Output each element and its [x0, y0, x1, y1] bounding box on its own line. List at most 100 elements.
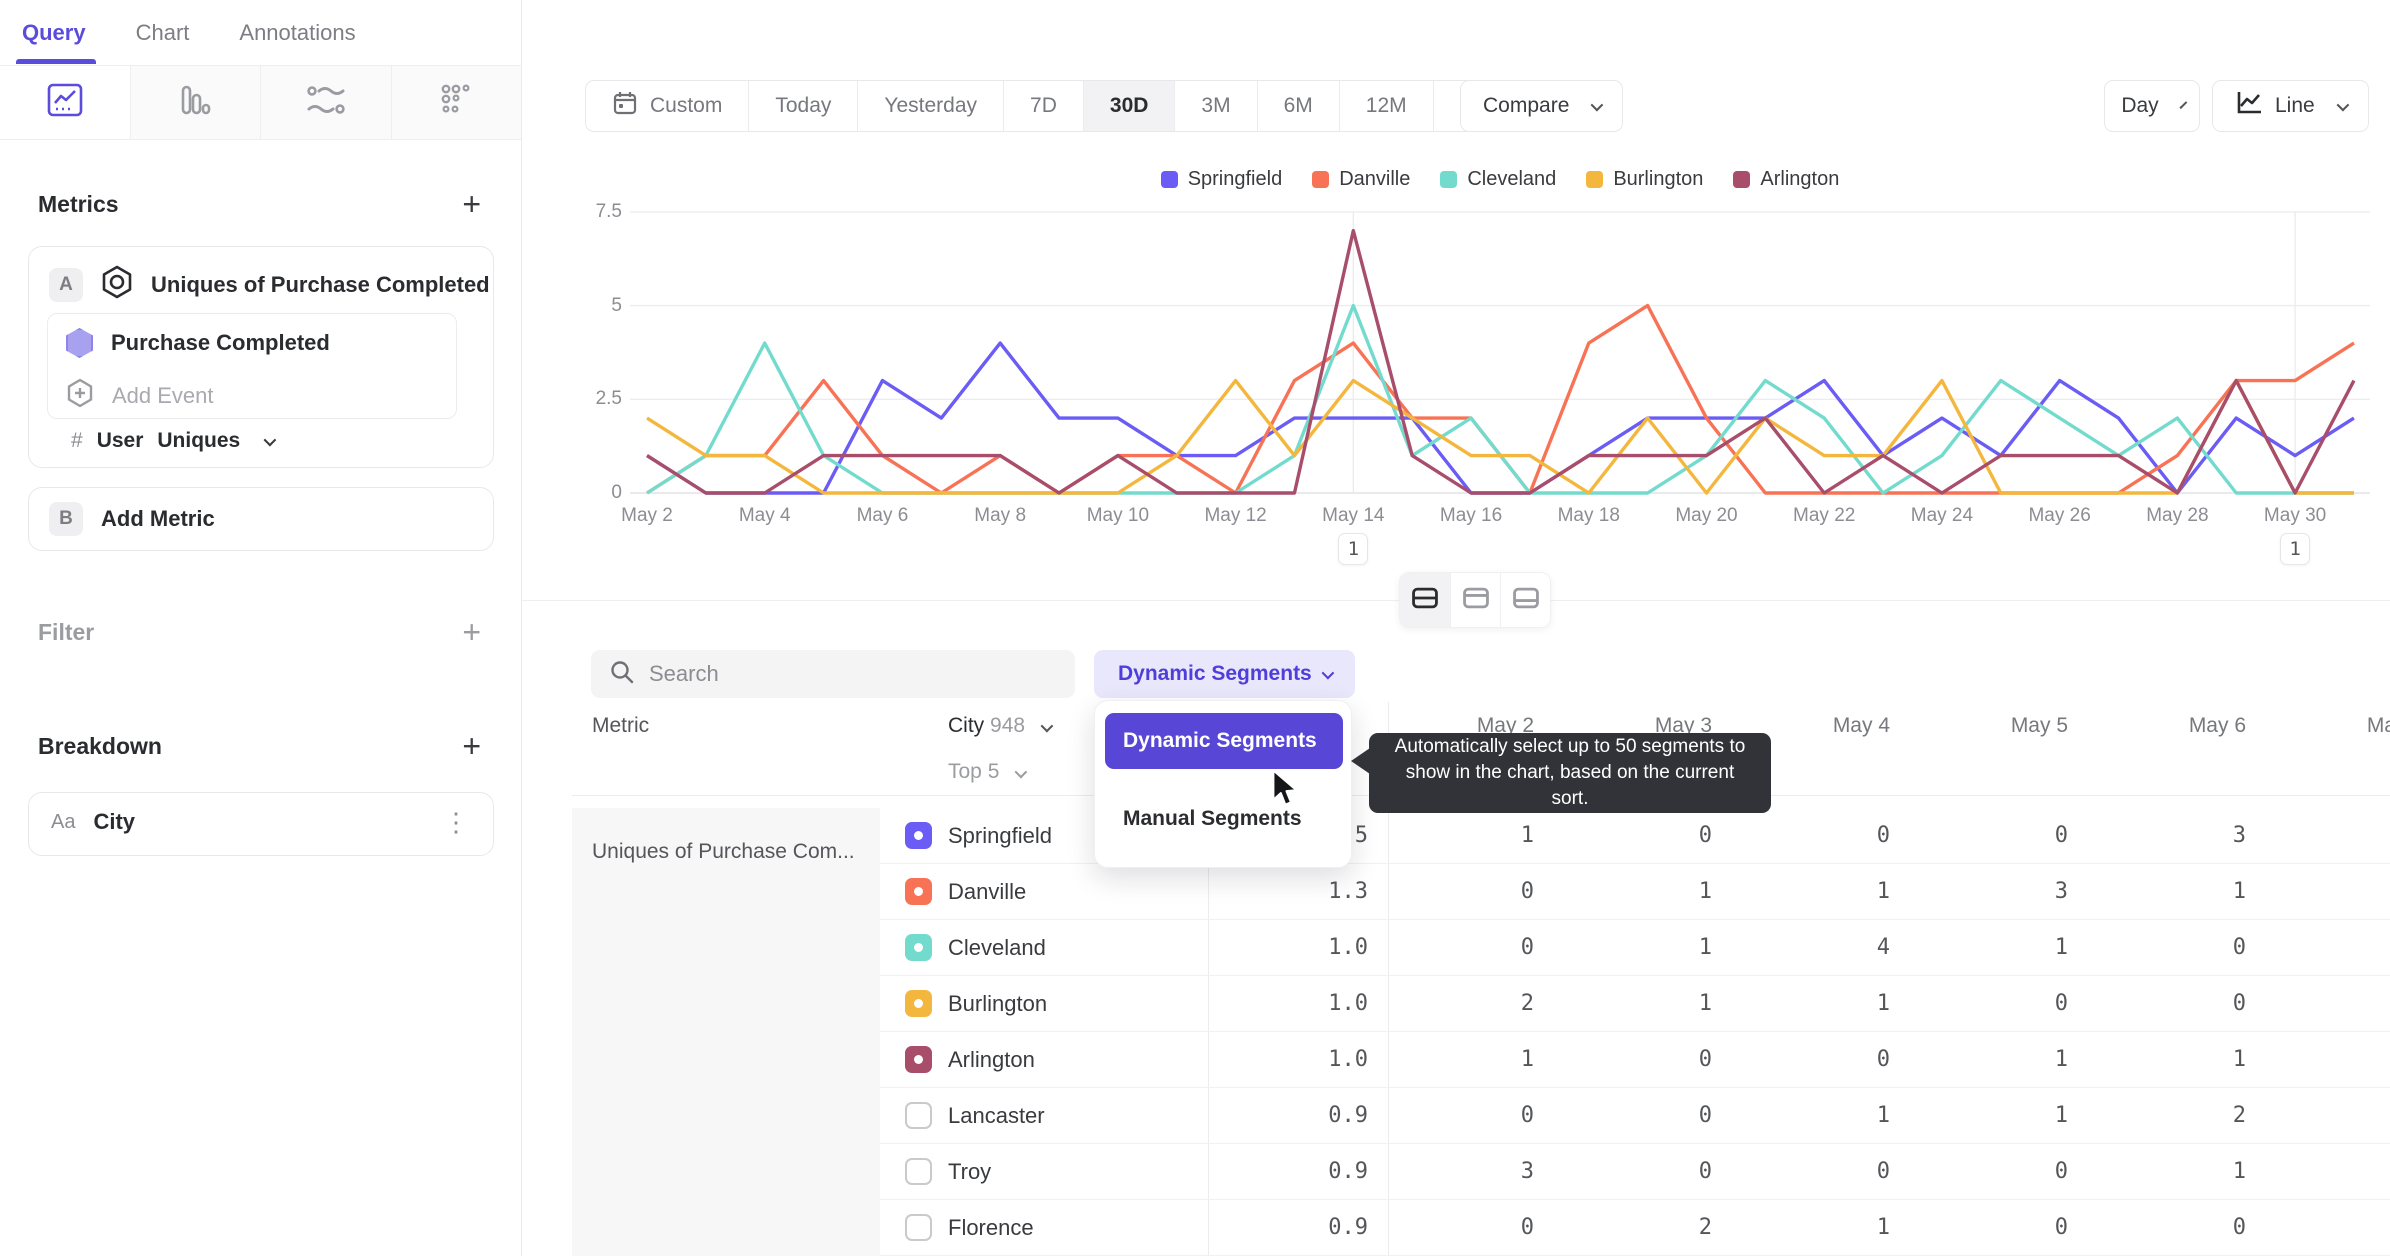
range-label: 7D [1030, 94, 1057, 117]
measure-prefix: # [71, 429, 83, 452]
y-tick-label: 2.5 [595, 388, 622, 410]
nav-tabs: Query Chart Annotations [0, 0, 521, 66]
add-event-button[interactable]: Add Event [112, 382, 214, 408]
segment-checkbox[interactable] [905, 1046, 932, 1073]
segments-mode-button[interactable]: Dynamic Segments [1094, 650, 1355, 698]
line-chart-icon [47, 83, 83, 122]
layout-split-icon [1411, 586, 1439, 615]
nav-tab-annotations[interactable]: Annotations [239, 19, 356, 45]
legend-label: Springfield [1187, 168, 1283, 190]
search-icon [609, 659, 635, 690]
range-label: Custom [650, 94, 723, 117]
legend-item-springfield[interactable]: Springfield [1160, 168, 1283, 191]
x-tick-label: May 26 [2028, 505, 2091, 526]
date-column-header: May 7 [2366, 714, 2390, 737]
interval-button[interactable]: Day [2104, 80, 2200, 132]
range-yesterday[interactable]: Yesterday [857, 81, 1003, 131]
range-7d[interactable]: 7D [1003, 81, 1083, 131]
add-metric-button[interactable]: Add Metric [101, 506, 215, 531]
line-chart-plot[interactable] [630, 205, 2370, 505]
nav-tab-chart[interactable]: Chart [135, 19, 190, 45]
segment-checkbox[interactable] [905, 822, 932, 849]
add-filter-plus-icon[interactable]: + [462, 614, 481, 650]
segment-value: 1 [1698, 879, 1712, 904]
segment-value: 3 [2054, 879, 2068, 904]
x-tick-label: May 8 [974, 505, 1027, 526]
dropdown-option-manual-segments[interactable]: Manual Segments [1123, 807, 1302, 830]
x-tick-label: May 30 [2263, 505, 2327, 526]
legend-item-danville[interactable]: Danville [1312, 168, 1410, 191]
chart-type-tab[interactable] [129, 66, 260, 139]
legend-swatch [1733, 171, 1751, 188]
layout-bottom-icon [1512, 586, 1540, 615]
layout-split-button[interactable] [1400, 573, 1450, 627]
legend-label: Arlington [1760, 168, 1840, 190]
segment-name: Burlington [948, 990, 1048, 1016]
city-column-header[interactable]: City 948 [948, 714, 1054, 738]
legend-item-cleveland[interactable]: Cleveland [1440, 168, 1556, 191]
segment-average: 1.0 [1328, 991, 1368, 1016]
range-12m[interactable]: 12M [1338, 81, 1433, 131]
nav-tab-query[interactable]: Query [16, 2, 96, 64]
layout-top-button[interactable] [1450, 573, 1500, 627]
top-n-selector[interactable]: Top 5 [948, 760, 1028, 784]
chart-type-tab[interactable] [390, 66, 521, 139]
segment-checkbox[interactable] [905, 990, 932, 1017]
kebab-menu-icon[interactable]: ⋮ [443, 807, 469, 837]
date-column-header: May 4 [1832, 714, 1890, 737]
chart-type-tab[interactable] [0, 66, 130, 139]
metric-a-title[interactable]: Uniques of Purchase Completed [151, 271, 490, 297]
segment-value: 0 [1876, 1047, 1890, 1072]
event-swatch-icon [66, 328, 93, 358]
range-today[interactable]: Today [748, 81, 857, 131]
compare-button[interactable]: Compare [1460, 80, 1624, 132]
annotation-badge[interactable]: 1 [2280, 533, 2311, 565]
segment-value: 1 [1876, 1215, 1890, 1240]
series-line-arlington[interactable] [646, 228, 2356, 495]
date-column-header: May 6 [2188, 714, 2246, 737]
segment-checkbox[interactable] [905, 934, 932, 961]
segment-checkbox[interactable] [905, 1158, 932, 1185]
chart-type-tab[interactable] [260, 66, 391, 139]
segment-value: 1 [1876, 991, 1890, 1016]
legend-label: Cleveland [1467, 168, 1557, 190]
segment-checkbox[interactable] [905, 1102, 932, 1129]
range-3m[interactable]: 3M [1174, 81, 1256, 131]
active-tab-underline [16, 58, 96, 64]
range-6m[interactable]: 6M [1256, 81, 1339, 131]
add-metric-plus-icon[interactable]: + [462, 186, 481, 222]
table-row: Danville 1.3 0 1 1 3 1 [880, 864, 2390, 920]
flow-chart-icon [307, 84, 345, 121]
search-input[interactable] [649, 661, 1029, 687]
metric-row-label-cell: Uniques of Purchase Com... [572, 808, 880, 1256]
breakdown-section-title: Breakdown [38, 732, 162, 759]
dropdown-option-dynamic-segments[interactable]: Dynamic Segments [1105, 713, 1343, 769]
chart-style-button[interactable]: Line [2212, 80, 2369, 132]
filter-section-title: Filter [38, 618, 95, 645]
event-name[interactable]: Purchase Completed [111, 330, 330, 355]
add-event-hexplus-icon [66, 378, 94, 413]
segment-name: Arlington [948, 1046, 1035, 1072]
legend-item-burlington[interactable]: Burlington [1586, 168, 1703, 191]
range-30d[interactable]: 30D [1082, 81, 1175, 131]
add-breakdown-plus-icon[interactable]: + [462, 728, 481, 764]
x-tick-label: May 10 [1086, 505, 1150, 526]
measure-selector[interactable]: # User Uniques [71, 429, 277, 453]
annotation-badge[interactable]: 1 [1338, 533, 1369, 565]
segment-value: 4 [1876, 935, 1890, 960]
table-row: Burlington 1.0 2 1 1 0 0 [880, 976, 2390, 1032]
breakdown-city-card[interactable]: Aa City ⋮ [28, 792, 494, 856]
table-row: Florence 0.9 0 2 1 0 0 [880, 1200, 2390, 1256]
series-line-burlington[interactable] [646, 378, 2354, 495]
segment-checkbox[interactable] [905, 1214, 932, 1241]
legend-label: Burlington [1613, 168, 1704, 190]
layout-bottom-button[interactable] [1500, 573, 1550, 627]
legend-item-arlington[interactable]: Arlington [1733, 168, 1839, 191]
city-header-label: City [948, 714, 985, 737]
segment-checkbox[interactable] [905, 878, 932, 905]
segments-dropdown-menu: Dynamic Segments Manual Segments [1094, 700, 1352, 868]
segment-value: 0 [2054, 1159, 2068, 1184]
x-tick-label: May 20 [1675, 505, 1738, 526]
range-custom[interactable]: Custom [586, 81, 748, 131]
metric-b-card[interactable]: B Add Metric [28, 487, 494, 551]
